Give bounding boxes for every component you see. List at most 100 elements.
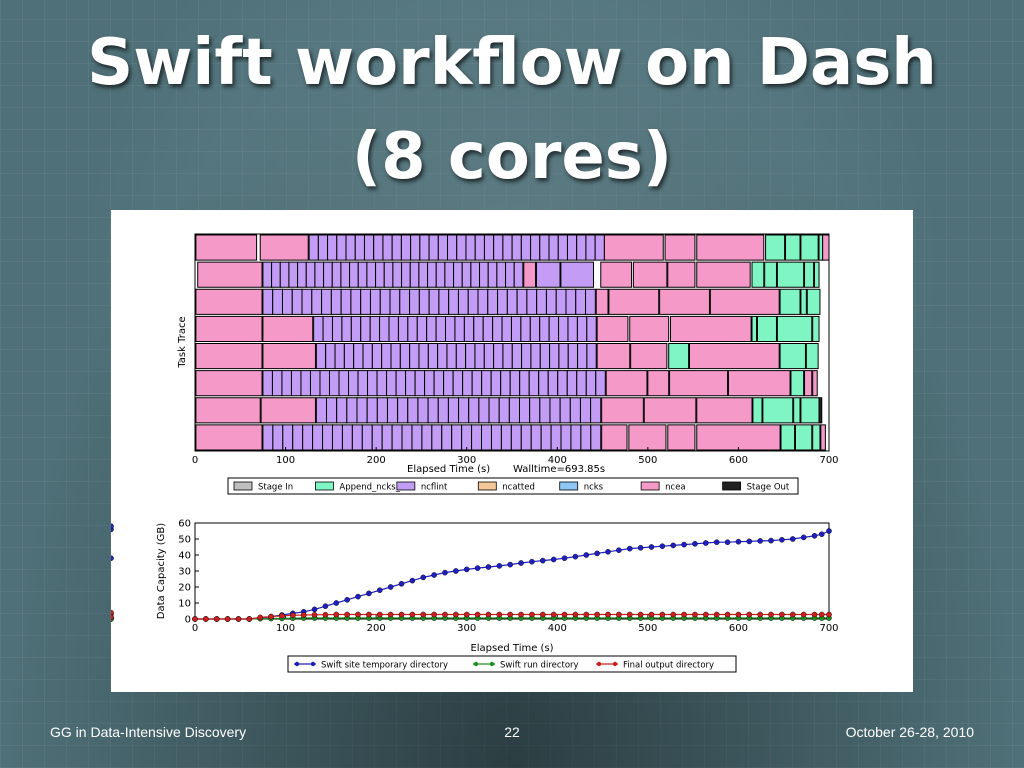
task-bar-ncea [600,261,633,288]
task-bar-ncea [195,234,258,261]
line-x-tick-label: 700 [819,623,838,634]
legend-swatch [396,481,416,491]
task-bar-ncflint [580,424,592,451]
task-bar-ncflint [576,370,587,397]
task-trace-chart: 0 100 200 300 400 500 600 700 Elapsed Time (s) Wa… [177,233,839,495]
data-point-final-output-directory [322,611,329,618]
task-bar-ncflint [483,343,495,370]
task-bar-ncflint [427,261,437,288]
task-bar-ncflint [371,424,383,451]
line-x-axis-label: Elapsed Time (s) [470,643,553,654]
gantt-y-axis-label: Task Trace [177,316,188,368]
task-bar-ncflint [590,397,602,424]
task-bar-ncflint [305,261,316,288]
data-point-final-output-directory [333,611,340,618]
legend-label: Swift run directory [500,661,579,671]
line-y-axis-label: Data Capacity (GB) [156,523,167,619]
task-bar-ncflint [500,424,512,451]
task-bar-ncflint [341,315,352,342]
task-bar-ncflint [290,370,302,397]
task-bar-ncflint [549,397,561,424]
task-bar-ncea [670,315,752,342]
task-bar-ncflint [496,261,507,288]
gantt-x-tick-label: 500 [638,455,657,466]
data-point-final-output-directory [376,611,383,618]
task-bar-ncflint [388,315,399,342]
legend-label: ncea [665,483,686,493]
task-bar-ncflint [418,261,429,288]
task-bar-ncflint [451,424,463,451]
task-bar-ncflint [353,343,364,370]
task-bar-ncflint [457,288,469,315]
line-x-tick-label: 600 [729,623,748,634]
gantt-x-tick-label: 200 [367,455,386,466]
task-bar-ncflint [502,343,513,370]
task-bar-append-ncks-csh [764,261,777,288]
task-bar-ncflint [271,261,281,288]
task-bar-ncflint [356,397,368,424]
data-point-final-output-directory [659,611,666,618]
task-bar-ncflint [474,234,485,261]
data-point-final-output-directory [713,611,720,618]
data-point-final-output-directory [366,611,372,618]
task-bar-ncflint [262,424,274,451]
task-bar-ncflint [330,288,342,315]
data-point-final-output-directory [507,611,513,618]
task-bar-ncflint [555,288,567,315]
data-point-final-output-directory [463,611,470,618]
data-point-final-output-directory [637,611,644,618]
data-point-swift-site-temporary-directory [539,557,546,564]
task-bar-ncea [260,397,316,424]
task-bar-ncflint [427,343,439,370]
task-bar-ncflint [346,397,358,424]
task-bar-ncflint [428,234,439,261]
walltime-annotation: Walltime=693.85s [513,464,605,475]
task-bar-ncflint [558,343,569,370]
task-bar-ncea [659,288,710,315]
task-bar-append-ncks-csh [779,288,801,315]
line-y-tick-label: 10 [178,599,191,610]
task-bar-ncflint [575,288,587,315]
task-bar-ncflint [565,288,577,315]
task-bar-ncflint [516,288,528,315]
task-bar-ncflint [549,343,560,370]
task-bar-ncflint [479,261,489,288]
data-point-final-output-directory [111,609,114,616]
task-bar-ncea [669,370,729,397]
task-bar-ncflint [421,424,433,451]
data-point-final-output-directory [235,616,242,622]
task-bar-append-ncks-csh [806,288,821,315]
task-bar-ncflint [272,424,284,451]
task-bar-ncflint [376,397,388,424]
task-bar-ncflint [530,343,541,370]
task-bar-ncflint [508,397,521,424]
data-point-swift-site-temporary-directory [789,536,796,542]
task-bar-ncflint [474,343,485,370]
data-point-swift-site-temporary-directory [681,541,687,548]
task-bar-ncflint [315,397,328,424]
task-bar-ncflint [506,288,518,315]
data-point-final-output-directory [398,611,405,618]
task-bar-ncea [195,424,263,451]
task-bar-ncflint [325,343,336,370]
data-point-final-output-directory [474,611,481,618]
data-point-final-output-directory [290,612,296,619]
task-bar-ncflint [376,370,388,397]
data-point-swift-site-temporary-directory [442,569,448,576]
slide-title-line-2: (8 cores) [351,120,673,194]
legend-swatch [477,481,497,491]
task-bar-append-ncks-csh [793,397,801,424]
data-point-final-output-directory [224,616,231,622]
data-point-final-output-directory [811,611,818,618]
data-point-swift-site-temporary-directory [474,565,481,571]
task-bar-ncflint [529,397,541,424]
slide-title-line-1: Swift workflow on Dash [87,26,937,100]
data-point-swift-site-temporary-directory [572,553,579,560]
task-bar-ncflint [313,315,324,342]
task-bar-ncea [709,288,780,315]
data-point-swift-site-temporary-directory [583,552,590,558]
data-point-final-output-directory [735,611,742,618]
task-bar-ncflint [357,370,369,397]
task-bar-ncflint [443,370,454,397]
task-bar-ncflint [271,370,283,397]
